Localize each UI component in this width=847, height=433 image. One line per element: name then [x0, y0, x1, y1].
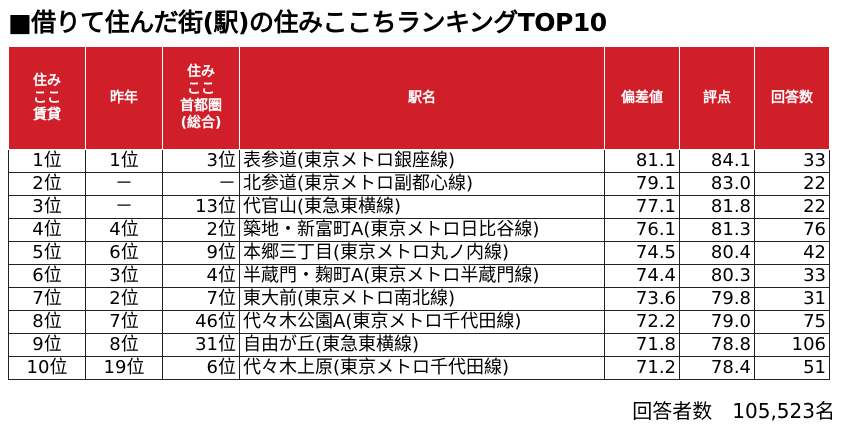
deviation-cell: 74.5 [604, 241, 680, 265]
deviation-cell: 74.4 [604, 264, 680, 288]
deviation-cell: 71.8 [604, 333, 680, 357]
header-score: 評点 [679, 46, 755, 150]
deviation-cell: 71.2 [604, 356, 680, 380]
score-cell: 79.8 [679, 287, 755, 311]
rank-cell: 9位 [8, 333, 86, 357]
header-respondents: 回答数 [754, 46, 830, 150]
metro-rank-cell: 31位 [162, 333, 240, 357]
deviation-cell: 73.6 [604, 287, 680, 311]
deviation-cell: 76.1 [604, 218, 680, 242]
station-cell: 築地・新富町A(東京メトロ日比谷線) [239, 218, 605, 242]
header-deviation: 偏差値 [604, 46, 680, 150]
page-title: ■借りて住んだ街(駅)の住みここちランキングTOP10 [8, 8, 607, 37]
deviation-cell: 72.2 [604, 310, 680, 334]
metro-rank-cell: 2位 [162, 218, 240, 242]
last-year-cell: 2位 [85, 287, 163, 311]
metro-rank-cell: 9位 [162, 241, 240, 265]
rank-cell: 6位 [8, 264, 86, 288]
respondents-cell: 42 [754, 241, 830, 265]
last-year-cell: 19位 [85, 356, 163, 380]
header-metro-rank: 住み ここ 首都圏 (総合) [162, 46, 240, 150]
station-cell: 代々木上原(東京メトロ千代田線) [239, 356, 605, 380]
metro-rank-cell: 3位 [162, 149, 240, 173]
station-cell: 表参道(東京メトロ銀座線) [239, 149, 605, 173]
station-cell: 東大前(東京メトロ南北線) [239, 287, 605, 311]
score-cell: 79.0 [679, 310, 755, 334]
station-cell: 代々木公園A(東京メトロ千代田線) [239, 310, 605, 334]
respondents-cell: 106 [754, 333, 830, 357]
metro-rank-cell: 46位 [162, 310, 240, 334]
respondents-cell: 22 [754, 195, 830, 219]
last-year-cell: 8位 [85, 333, 163, 357]
table-row: 4位 4位 2位 築地・新富町A(東京メトロ日比谷線) 76.1 81.3 76 [8, 218, 830, 242]
respondent-total: 回答者数 105,523名 [632, 399, 835, 423]
deviation-cell: 77.1 [604, 195, 680, 219]
last-year-cell: 1位 [85, 149, 163, 173]
table-row: 2位 － － 北参道(東京メトロ副都心線) 79.1 83.0 22 [8, 172, 830, 196]
deviation-cell: 79.1 [604, 172, 680, 196]
station-cell: 本郷三丁目(東京メトロ丸ノ内線) [239, 241, 605, 265]
deviation-cell: 81.1 [604, 149, 680, 173]
last-year-cell: － [85, 195, 163, 219]
table-row: 10位 19位 6位 代々木上原(東京メトロ千代田線) 71.2 78.4 51 [8, 356, 830, 380]
metro-rank-cell: 6位 [162, 356, 240, 380]
header-last-year: 昨年 [85, 46, 163, 150]
respondents-cell: 51 [754, 356, 830, 380]
metro-rank-cell: 7位 [162, 287, 240, 311]
table-row: 1位 1位 3位 表参道(東京メトロ銀座線) 81.1 84.1 33 [8, 149, 830, 173]
ranking-table: 住み ここ 賃貸 昨年 住み ここ 首都圏 (総合) 駅名 偏差値 評点 回答数… [8, 46, 830, 380]
table-row: 7位 2位 7位 東大前(東京メトロ南北線) 73.6 79.8 31 [8, 287, 830, 311]
score-cell: 83.0 [679, 172, 755, 196]
table-row: 5位 6位 9位 本郷三丁目(東京メトロ丸ノ内線) 74.5 80.4 42 [8, 241, 830, 265]
respondents-cell: 33 [754, 264, 830, 288]
respondents-cell: 76 [754, 218, 830, 242]
rank-cell: 4位 [8, 218, 86, 242]
score-cell: 81.8 [679, 195, 755, 219]
metro-rank-cell: 4位 [162, 264, 240, 288]
rank-cell: 10位 [8, 356, 86, 380]
score-cell: 78.8 [679, 333, 755, 357]
last-year-cell: 7位 [85, 310, 163, 334]
rank-cell: 3位 [8, 195, 86, 219]
respondents-cell: 22 [754, 172, 830, 196]
header-rank: 住み ここ 賃貸 [8, 46, 86, 150]
table-row: 3位 － 13位 代官山(東急東横線) 77.1 81.8 22 [8, 195, 830, 219]
respondents-cell: 33 [754, 149, 830, 173]
station-cell: 代官山(東急東横線) [239, 195, 605, 219]
score-cell: 84.1 [679, 149, 755, 173]
table-header-row: 住み ここ 賃貸 昨年 住み ここ 首都圏 (総合) 駅名 偏差値 評点 回答数 [8, 46, 830, 150]
last-year-cell: 3位 [85, 264, 163, 288]
station-cell: 自由が丘(東急東横線) [239, 333, 605, 357]
metro-rank-cell: － [162, 172, 240, 196]
score-cell: 80.3 [679, 264, 755, 288]
rank-cell: 8位 [8, 310, 86, 334]
table-row: 9位 8位 31位 自由が丘(東急東横線) 71.8 78.8 106 [8, 333, 830, 357]
header-station: 駅名 [239, 46, 605, 150]
respondents-cell: 31 [754, 287, 830, 311]
rank-cell: 2位 [8, 172, 86, 196]
rank-cell: 7位 [8, 287, 86, 311]
last-year-cell: 4位 [85, 218, 163, 242]
table-row: 8位 7位 46位 代々木公園A(東京メトロ千代田線) 72.2 79.0 75 [8, 310, 830, 334]
metro-rank-cell: 13位 [162, 195, 240, 219]
rank-cell: 1位 [8, 149, 86, 173]
score-cell: 78.4 [679, 356, 755, 380]
last-year-cell: 6位 [85, 241, 163, 265]
station-cell: 半蔵門・麹町A(東京メトロ半蔵門線) [239, 264, 605, 288]
last-year-cell: － [85, 172, 163, 196]
respondents-cell: 75 [754, 310, 830, 334]
score-cell: 81.3 [679, 218, 755, 242]
score-cell: 80.4 [679, 241, 755, 265]
table-row: 6位 3位 4位 半蔵門・麹町A(東京メトロ半蔵門線) 74.4 80.3 33 [8, 264, 830, 288]
station-cell: 北参道(東京メトロ副都心線) [239, 172, 605, 196]
rank-cell: 5位 [8, 241, 86, 265]
